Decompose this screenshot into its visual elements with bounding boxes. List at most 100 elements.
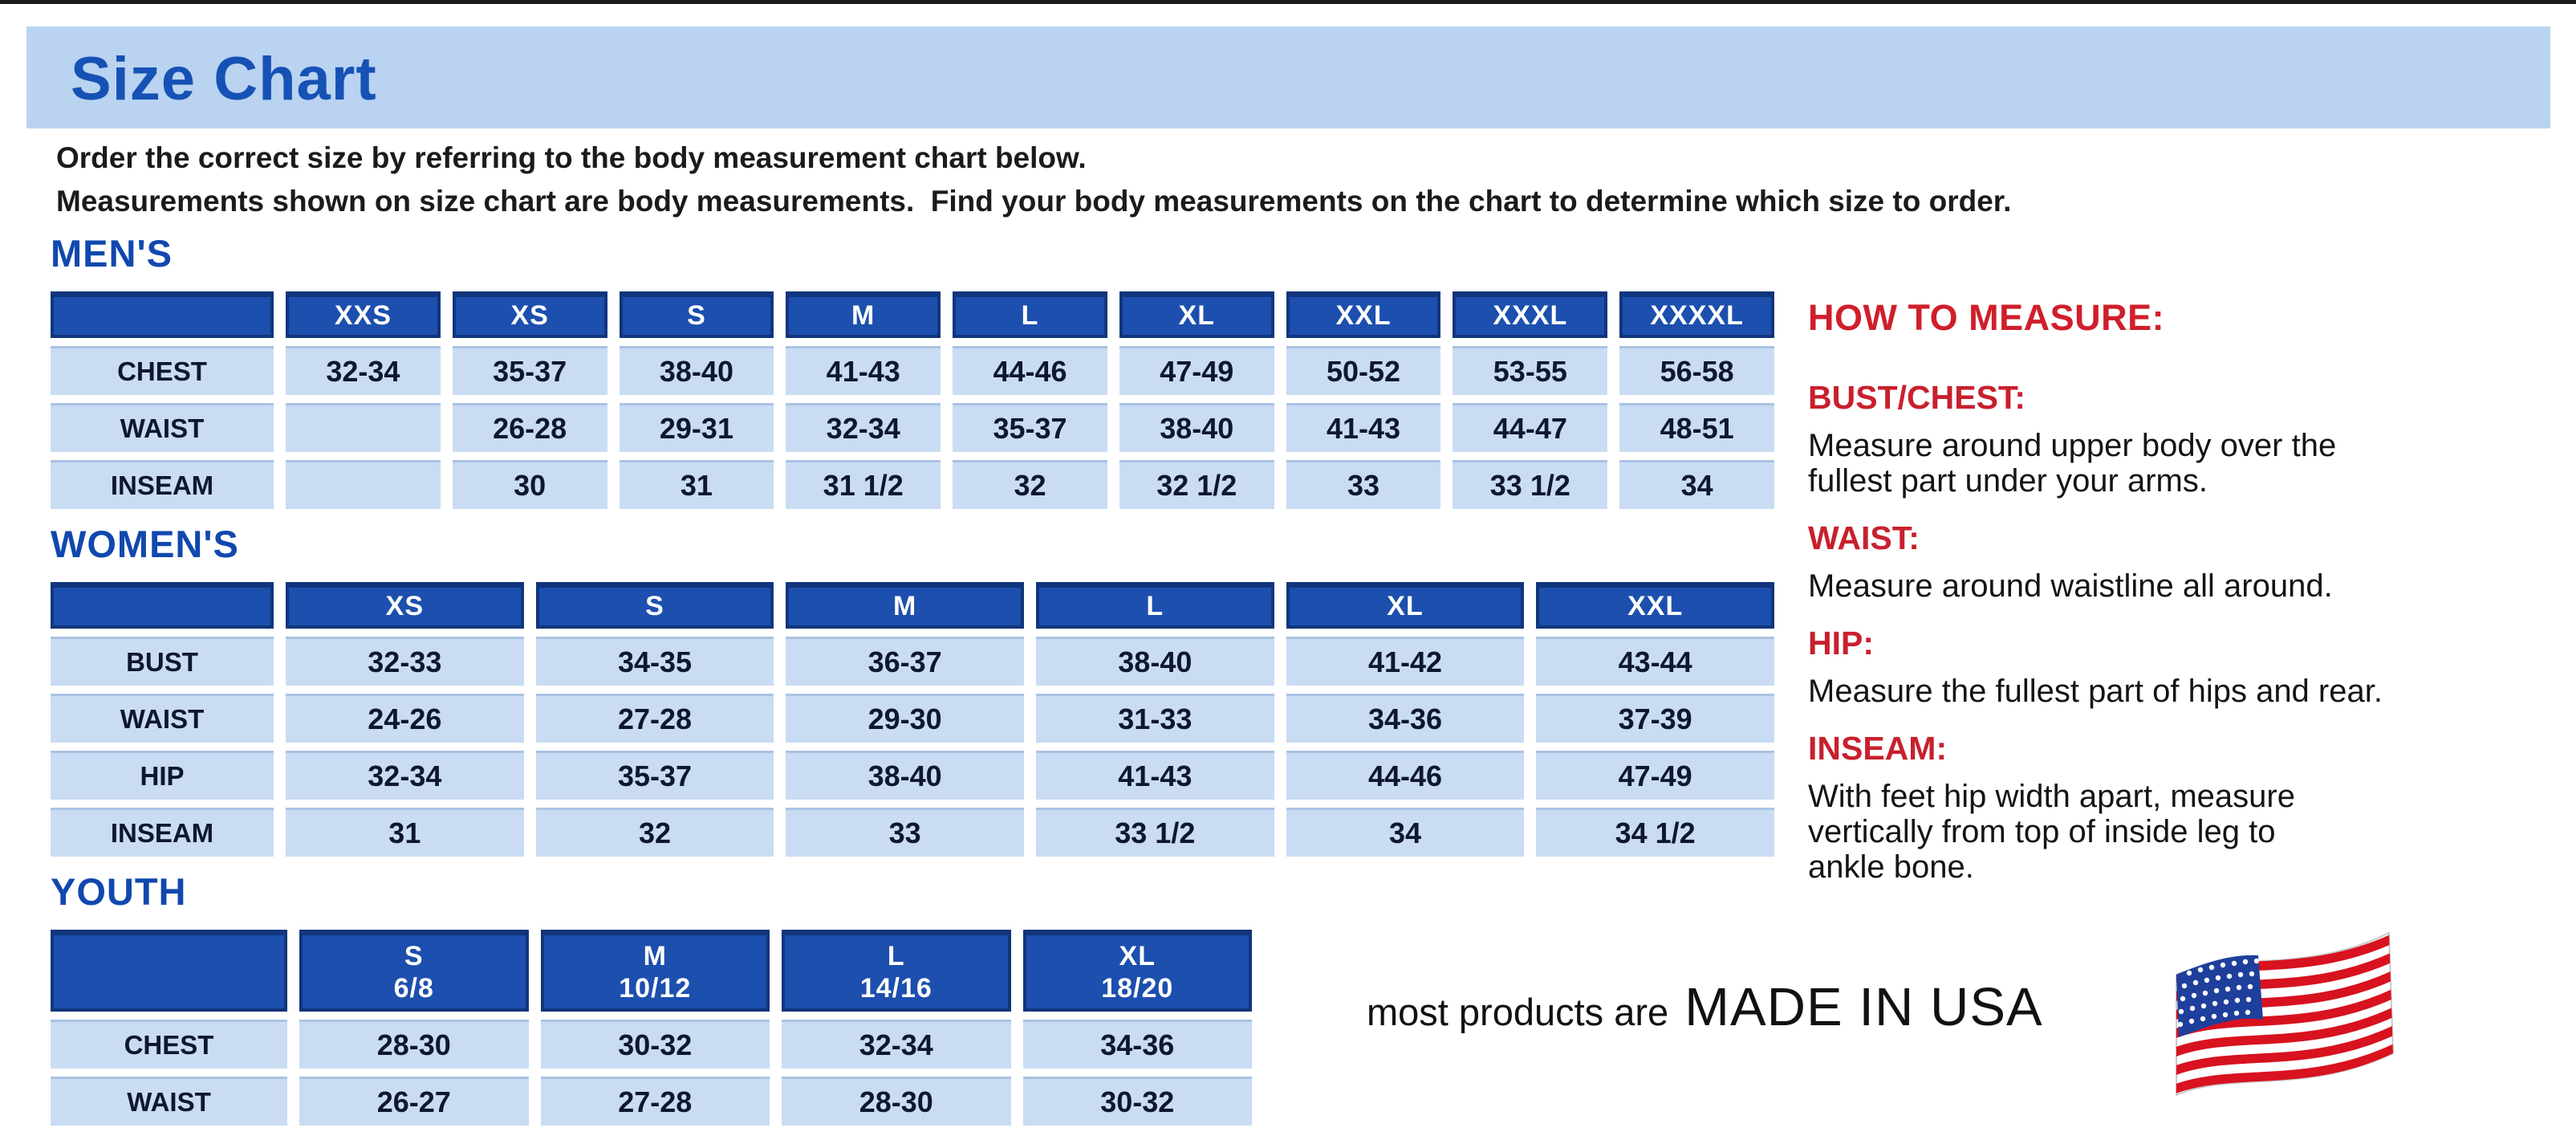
- size-value-cell: 32-34: [782, 1020, 1011, 1069]
- row-label-cell: WAIST: [51, 694, 274, 743]
- row-label-cell: BUST: [51, 637, 274, 686]
- size-value-cell: 32: [535, 808, 774, 857]
- size-value-cell: 50-52: [1286, 346, 1441, 395]
- size-value-cell: 33 1/2: [1453, 460, 1608, 509]
- column-header: XS: [286, 582, 524, 629]
- youth-grade-label: 10/12: [619, 972, 692, 1004]
- size-value-cell: 24-26: [286, 694, 524, 743]
- size-value-cell: 44-47: [1453, 403, 1608, 452]
- size-value-cell: 27-28: [535, 694, 774, 743]
- column-header: L: [953, 291, 1107, 338]
- size-value-cell: 47-49: [1536, 751, 1774, 800]
- us-flag-icon: [2160, 923, 2401, 1108]
- youth-size-label: XL: [1119, 940, 1156, 971]
- size-value-cell: 41-42: [1286, 637, 1525, 686]
- size-value-cell: 29-30: [786, 694, 1024, 743]
- size-value-cell: 41-43: [1035, 751, 1274, 800]
- made-in-usa-note: most products are MADE IN USA: [1367, 976, 2043, 1038]
- size-value-cell: 43-44: [1536, 637, 1774, 686]
- size-value-cell: 32-33: [286, 637, 524, 686]
- column-header: XL: [1119, 291, 1274, 338]
- measure-item-label: WAIST:: [1808, 519, 1920, 556]
- youth-grade-label: 14/16: [859, 972, 932, 1004]
- size-value-cell: 27-28: [540, 1077, 770, 1126]
- size-value-cell: 34-36: [1022, 1020, 1252, 1069]
- row-label-cell: WAIST: [51, 403, 274, 452]
- row-label-cell: WAIST: [51, 1077, 287, 1126]
- size-value-cell: 33 1/2: [1035, 808, 1274, 857]
- page-top-border: [0, 0, 2576, 4]
- size-value-cell: 34-35: [535, 637, 774, 686]
- intro-text: Order the correct size by referring to t…: [56, 141, 2011, 228]
- size-value-cell: 38-40: [1119, 403, 1274, 452]
- row-label-cell: CHEST: [51, 346, 274, 395]
- column-header: S: [535, 582, 774, 629]
- size-value-cell: 32-34: [286, 346, 441, 395]
- made-in-usa-prefix: most products are: [1367, 991, 1669, 1033]
- size-value-cell: 44-46: [1286, 751, 1525, 800]
- measure-item-text: Measure around waistline all around.: [1808, 568, 2333, 604]
- size-value-cell: 38-40: [786, 751, 1024, 800]
- measure-item-text: With feet hip width apart, measure verti…: [1808, 779, 2295, 885]
- measure-item-text: Measure around upper body over the fulle…: [1808, 428, 2337, 499]
- size-value-cell: 34 1/2: [1536, 808, 1774, 857]
- size-value-cell: 44-46: [953, 346, 1107, 395]
- column-header: M: [786, 291, 941, 338]
- measure-item-label: BUST/CHEST:: [1808, 379, 2026, 416]
- size-value-cell: 35-37: [452, 346, 607, 395]
- column-header: L: [1035, 582, 1274, 629]
- measure-item-inseam: INSEAM: With feet hip width apart, measu…: [1808, 730, 2530, 885]
- measure-item-text: Measure the fullest part of hips and rea…: [1808, 674, 2383, 709]
- size-value-cell: [286, 403, 441, 452]
- intro-line-1: Order the correct size by referring to t…: [56, 141, 1087, 174]
- size-tables: MEN'S XXS XS S M L XL XXL XXXL XXXXL CHE…: [51, 231, 1774, 1126]
- size-value-cell: 28-30: [782, 1077, 1011, 1126]
- size-value-cell: 28-30: [299, 1020, 529, 1069]
- measure-item-waist: WAIST: Measure around waistline all arou…: [1808, 519, 2530, 604]
- size-value-cell: 53-55: [1453, 346, 1608, 395]
- column-header: L 14/16: [782, 930, 1011, 1012]
- size-value-cell: 34: [1619, 460, 1774, 509]
- section-title-womens: WOMEN'S: [51, 523, 239, 565]
- size-value-cell: 32-34: [786, 403, 941, 452]
- size-value-cell: 26-28: [452, 403, 607, 452]
- size-value-cell: 30-32: [540, 1020, 770, 1069]
- title-banner: Size Chart: [26, 26, 2550, 128]
- youth-grade-label: 18/20: [1101, 972, 1174, 1004]
- size-value-cell: 31: [286, 808, 524, 857]
- size-value-cell: 41-43: [786, 346, 941, 395]
- size-value-cell: 33: [786, 808, 1024, 857]
- column-header: XXXL: [1453, 291, 1608, 338]
- size-value-cell: 37-39: [1536, 694, 1774, 743]
- size-value-cell: 38-40: [1035, 637, 1274, 686]
- row-label-cell: INSEAM: [51, 808, 274, 857]
- column-header: XXXXL: [1619, 291, 1774, 338]
- column-header: XL: [1286, 582, 1525, 629]
- column-header: XXL: [1286, 291, 1441, 338]
- made-in-usa-text: MADE IN USA: [1684, 977, 2043, 1037]
- size-value-cell: 36-37: [786, 637, 1024, 686]
- youth-size-label: L: [887, 940, 905, 971]
- youth-size-table: S 6/8 M 10/12 L 14/16 XL 18/20 CHEST 28-…: [51, 930, 1252, 1126]
- how-to-measure-title: HOW TO MEASURE:: [1808, 297, 2165, 338]
- section-title-youth: YOUTH: [51, 870, 187, 913]
- column-header: M: [786, 582, 1024, 629]
- measure-item-bust-chest: BUST/CHEST: Measure around upper body ov…: [1808, 379, 2530, 499]
- column-header: XXL: [1536, 582, 1774, 629]
- womens-size-table: XS S M L XL XXL BUST 32-33 34-35 36-37 3…: [51, 582, 1774, 857]
- row-label-cell: CHEST: [51, 1020, 287, 1069]
- size-value-cell: 31-33: [1035, 694, 1274, 743]
- measure-item-label: INSEAM:: [1808, 730, 1948, 767]
- column-header: M 10/12: [540, 930, 770, 1012]
- size-value-cell: 30: [452, 460, 607, 509]
- column-header: [51, 291, 274, 338]
- measure-item-hip: HIP: Measure the fullest part of hips an…: [1808, 625, 2530, 709]
- size-value-cell: 31 1/2: [786, 460, 941, 509]
- column-header: S: [619, 291, 774, 338]
- column-header: [51, 930, 287, 1012]
- size-value-cell: 29-31: [619, 403, 774, 452]
- size-value-cell: 32-34: [286, 751, 524, 800]
- size-value-cell: 35-37: [953, 403, 1107, 452]
- row-label-cell: HIP: [51, 751, 274, 800]
- size-value-cell: 48-51: [1619, 403, 1774, 452]
